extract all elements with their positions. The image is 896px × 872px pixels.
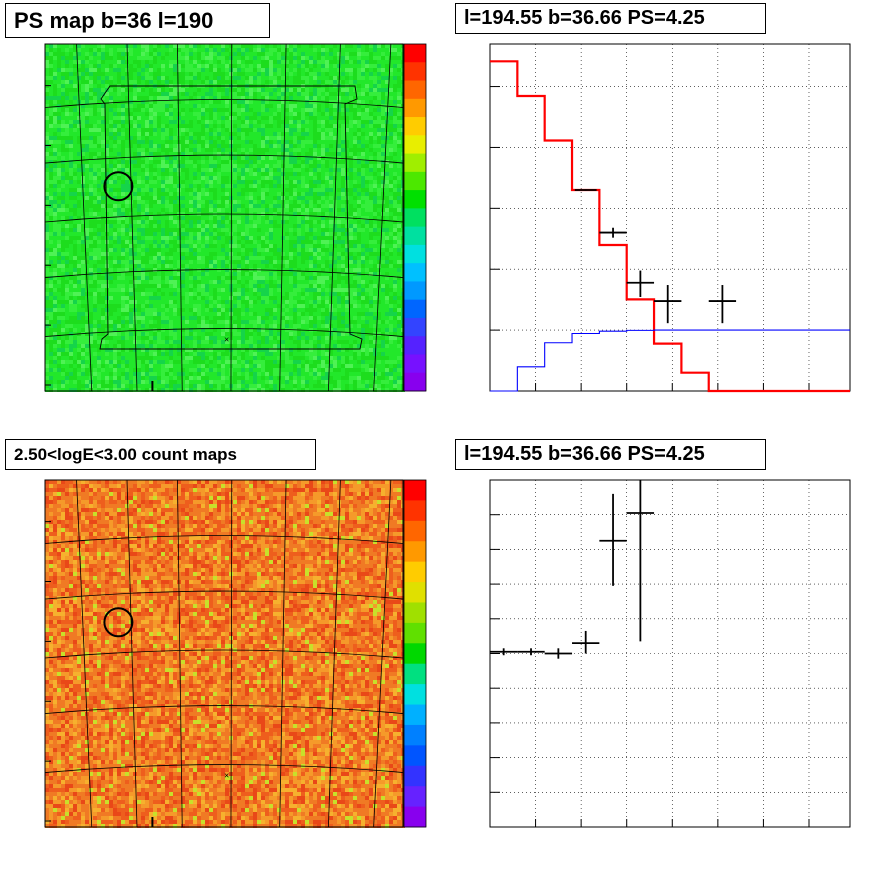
top-map-panel: ×: [44, 43, 427, 392]
plot-frame: [489, 43, 851, 392]
bottom-latitude-line: [44, 590, 404, 600]
data-point: [544, 648, 573, 659]
top-map-title: PS map b=36 l=190: [5, 3, 270, 38]
data-point: [654, 285, 682, 324]
top-longitude-line: [279, 43, 287, 392]
data-point: [572, 630, 600, 654]
survey-boundary-outline: [99, 85, 363, 350]
bottom-map-frame: [44, 479, 404, 828]
data-point: [708, 285, 737, 324]
data-point: [599, 493, 627, 586]
point-source-circle: [103, 607, 134, 638]
bottom-residual-title: l=194.55 b=36.66 PS=4.25: [455, 439, 766, 470]
top-longitude-line: [126, 43, 138, 392]
bottom-latitude-line: [44, 705, 404, 714]
bottom-longitude-line: [373, 479, 392, 828]
top-latitude-line: [44, 328, 404, 337]
top-latitude-line: [44, 154, 404, 164]
bottom-longitude-line: [230, 479, 233, 828]
top-colorbar: [403, 43, 427, 392]
bottom-map-panel: ×: [44, 479, 427, 828]
bottom-longitude-line: [279, 479, 287, 828]
data-point: [626, 270, 655, 297]
data-point: [574, 189, 597, 191]
bottom-latitude-line: [44, 535, 404, 544]
data-point: [626, 480, 655, 642]
top-longitude-line: [328, 43, 341, 392]
bottom-latitude-line: [44, 764, 404, 773]
top-spectrum-title: l=194.55 b=36.66 PS=4.25: [455, 3, 766, 34]
bottom-latitude-line: [44, 649, 404, 659]
point-source-circle: [103, 171, 134, 202]
bottom-longitude-line: [126, 479, 138, 828]
top-longitude-line: [177, 43, 183, 392]
bottom-map-title: 2.50<logE<3.00 count maps: [5, 439, 316, 470]
chart-0: [489, 43, 851, 393]
bottom-longitude-line: [177, 479, 183, 828]
data-point: [517, 648, 545, 656]
top-map-frame: [44, 43, 404, 392]
top-longitude-line: [373, 43, 392, 392]
cross-marker: ×: [224, 334, 229, 344]
bottom-colorbar: [403, 479, 427, 828]
top-latitude-line: [44, 269, 404, 278]
bottom-longitude-line: [328, 479, 341, 828]
top-latitude-line: [44, 99, 404, 108]
top-longitude-line: [76, 43, 93, 392]
top-latitude-line: [44, 213, 404, 223]
step-series-1: [490, 329, 850, 392]
cross-marker: ×: [224, 770, 229, 780]
chart-1: [489, 479, 851, 828]
data-point: [599, 227, 627, 238]
bottom-longitude-line: [76, 479, 93, 828]
top-longitude-line: [230, 43, 233, 392]
step-series-0: [490, 60, 850, 393]
data-point: [490, 648, 518, 656]
